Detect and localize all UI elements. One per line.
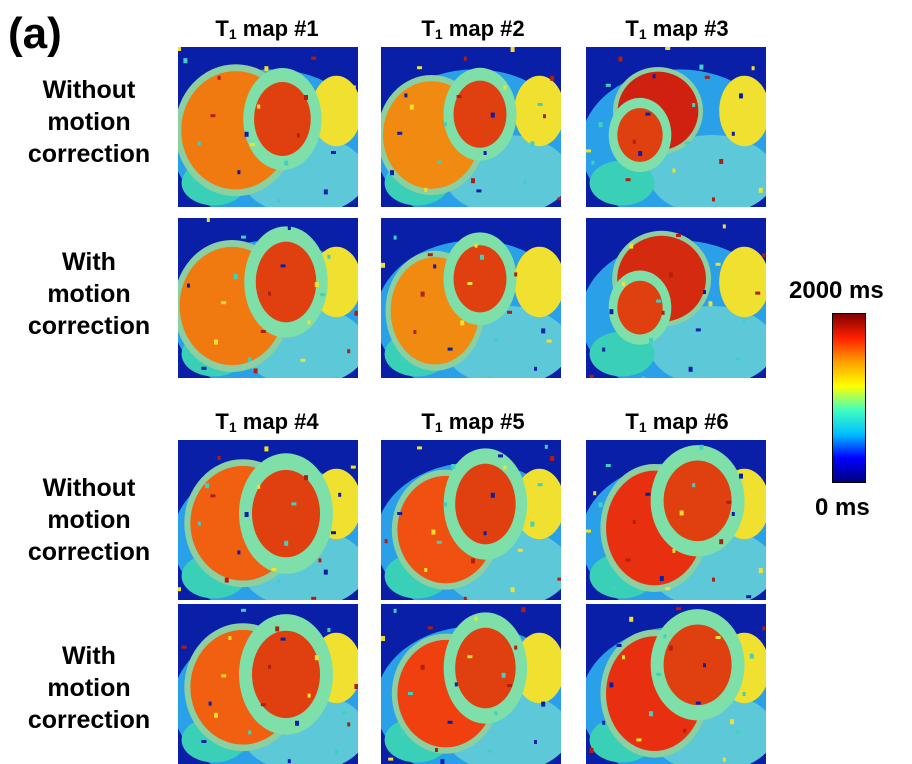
row-label-with-correction-bottom: With motion correction xyxy=(27,642,151,734)
t1-map-2-without-correction xyxy=(381,47,561,207)
column-title-map-6: T1 map #6 xyxy=(625,409,729,435)
t1-map-1-with-correction xyxy=(178,218,358,378)
t1-map-3-without-correction xyxy=(586,47,766,207)
column-title-map-2: T1 map #2 xyxy=(421,16,525,42)
t1-map-5-without-correction xyxy=(381,440,561,600)
column-title-map-4: T1 map #4 xyxy=(215,409,319,435)
colorbar-max-label: 2000 ms xyxy=(789,277,884,304)
colorbar xyxy=(832,313,866,483)
row-label-without-correction-bottom: Without motion correction xyxy=(27,474,151,566)
t1-map-6-without-correction xyxy=(586,440,766,600)
t1-map-4-without-correction xyxy=(178,440,358,600)
t1-map-1-without-correction xyxy=(178,47,358,207)
column-title-map-5: T1 map #5 xyxy=(421,409,525,435)
t1-map-4-with-correction xyxy=(178,604,358,764)
t1-map-3-with-correction xyxy=(586,218,766,378)
row-label-without-correction-top: Without motion correction xyxy=(27,76,151,168)
panel-label: (a) xyxy=(8,9,62,58)
t1-map-5-with-correction xyxy=(381,604,561,764)
t1-map-6-with-correction xyxy=(586,604,766,764)
t1-map-2-with-correction xyxy=(381,218,561,378)
column-title-map-3: T1 map #3 xyxy=(625,16,729,42)
colorbar-min-label: 0 ms xyxy=(815,494,870,521)
column-title-map-1: T1 map #1 xyxy=(215,16,319,42)
row-label-with-correction-top: With motion correction xyxy=(27,248,151,340)
